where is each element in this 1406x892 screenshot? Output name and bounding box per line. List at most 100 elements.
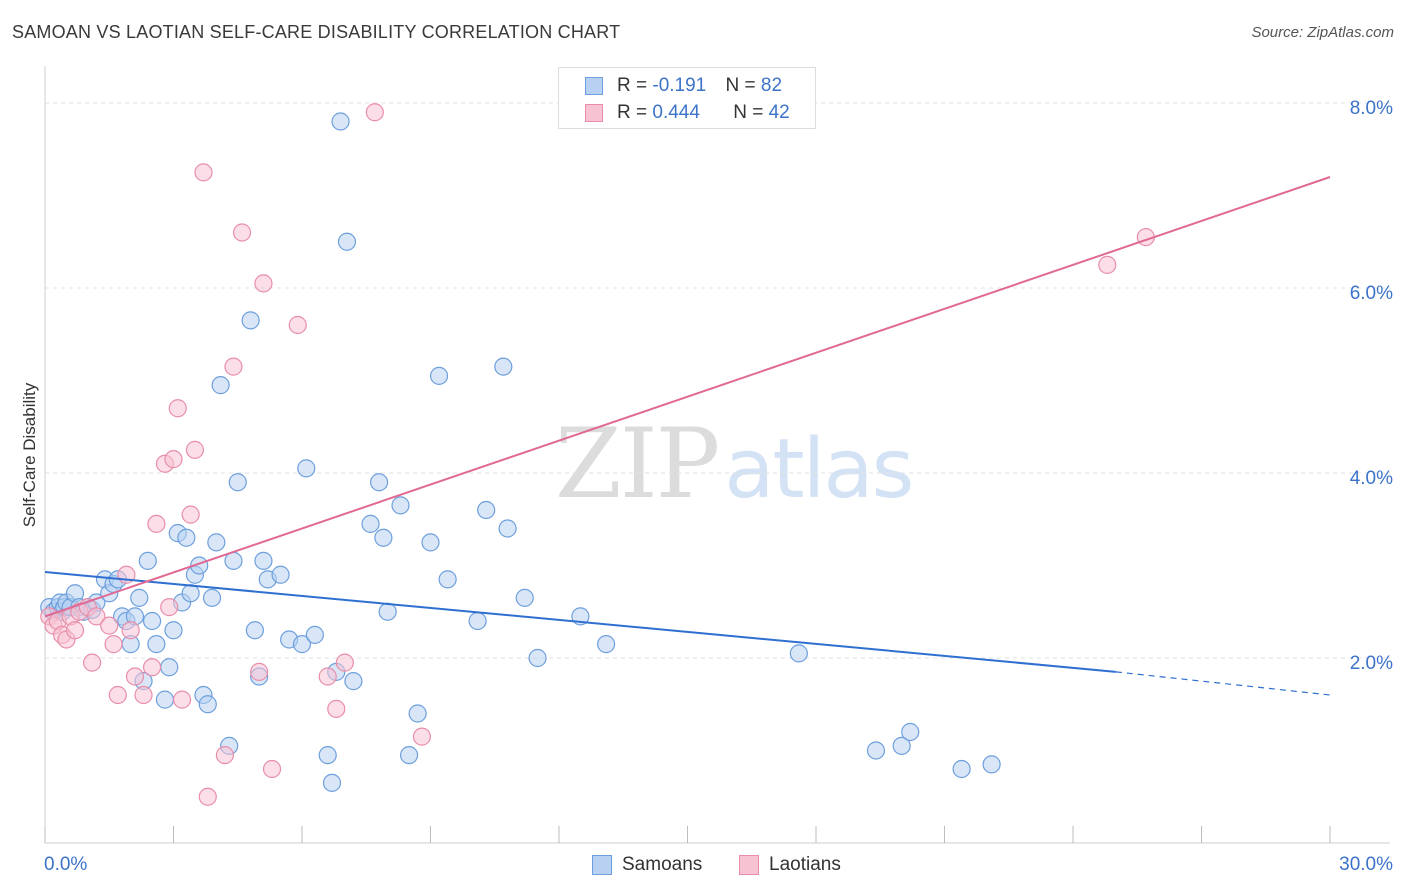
samoans-point bbox=[318, 746, 337, 765]
samoans-point bbox=[597, 635, 616, 654]
legend-swatch-laotians bbox=[739, 855, 759, 875]
legend-n-value: 42 bbox=[768, 102, 790, 123]
laotians-point bbox=[185, 440, 205, 459]
laotians-point bbox=[288, 315, 307, 335]
samoans-point bbox=[337, 232, 357, 251]
y-tick-label: 4.0% bbox=[1350, 468, 1393, 489]
samoans-point bbox=[142, 611, 162, 631]
laotians-point bbox=[262, 759, 282, 779]
laotians-point bbox=[134, 685, 153, 705]
samoans-point bbox=[391, 496, 410, 515]
chart-title: SAMOAN VS LAOTIAN SELF-CARE DISABILITY C… bbox=[12, 22, 621, 42]
samoans-point bbox=[982, 755, 1001, 774]
samoans-point bbox=[399, 746, 419, 765]
samoans-point bbox=[438, 570, 457, 589]
samoans-point bbox=[271, 565, 290, 584]
samoans-point bbox=[498, 519, 517, 538]
laotians-point bbox=[198, 787, 217, 806]
laotians-point bbox=[160, 598, 179, 617]
laotians-point bbox=[168, 399, 187, 418]
legend-item-samoans[interactable]: Samoans bbox=[592, 852, 702, 878]
samoans-point bbox=[177, 528, 196, 547]
legend-item-laotians[interactable]: Laotians bbox=[739, 852, 841, 878]
laotians-point bbox=[250, 662, 269, 681]
samoans-point bbox=[164, 621, 183, 640]
grid-lines bbox=[45, 102, 1390, 659]
laotians-point bbox=[327, 699, 346, 718]
legend-label-samoans: Samoans bbox=[622, 854, 703, 875]
laotians-point bbox=[412, 727, 432, 746]
watermark-zip: ZIP bbox=[555, 408, 720, 520]
laotians-point bbox=[1098, 255, 1117, 274]
trend-lines bbox=[44, 176, 1331, 696]
legend-r-value: 0.444 bbox=[652, 102, 700, 123]
legend-n-label: N = bbox=[725, 75, 761, 96]
watermark-atlas: atlas bbox=[724, 422, 914, 517]
series-samoans-points bbox=[40, 112, 1001, 792]
trend-line-laotians bbox=[44, 176, 1331, 618]
y-tick-label: 6.0% bbox=[1350, 283, 1393, 304]
legend-swatch-samoans bbox=[585, 77, 603, 95]
laotians-point bbox=[224, 357, 243, 376]
laotians-point bbox=[121, 621, 140, 640]
samoans-point bbox=[228, 473, 247, 492]
samoans-point bbox=[901, 722, 920, 742]
samoans-point bbox=[421, 533, 440, 552]
legend-r-label: R = bbox=[617, 75, 653, 96]
samoans-point bbox=[378, 602, 397, 621]
watermark: ZIPatlas bbox=[555, 408, 914, 520]
samoans-point bbox=[789, 644, 808, 663]
samoans-point bbox=[892, 736, 911, 755]
laotians-point bbox=[142, 658, 162, 677]
samoans-point bbox=[245, 621, 264, 640]
tick-labels: 2.0% 4.0% 6.0% 8.0% 0.0% 30.0% bbox=[44, 98, 1393, 875]
laotians-point bbox=[181, 505, 200, 524]
series-laotians-points bbox=[40, 103, 1155, 806]
laotians-point bbox=[65, 621, 85, 640]
samoans-point bbox=[155, 690, 175, 709]
samoans-point bbox=[528, 648, 547, 668]
axes bbox=[44, 66, 1390, 844]
samoans-point bbox=[429, 366, 449, 385]
samoans-point bbox=[181, 584, 200, 603]
samoans-point bbox=[202, 588, 222, 607]
samoans-point bbox=[198, 695, 217, 714]
samoans-point bbox=[322, 773, 342, 792]
correlation-legend: R = -0.191 N = 82 R = 0.444 N = 42 bbox=[558, 67, 816, 129]
samoans-point bbox=[374, 528, 393, 547]
laotians-point bbox=[172, 690, 192, 709]
laotians-point bbox=[254, 274, 273, 293]
y-tick-label: 8.0% bbox=[1350, 98, 1393, 119]
samoans-point bbox=[160, 658, 179, 677]
samoans-point bbox=[138, 551, 157, 570]
trend-line-samoans bbox=[44, 570, 1116, 673]
trend-line-samoans-extension bbox=[1115, 671, 1331, 696]
samoans-point bbox=[297, 459, 316, 478]
laotians-point bbox=[83, 653, 102, 672]
legend-r-label: R = bbox=[617, 102, 653, 123]
samoans-point bbox=[408, 704, 427, 723]
samoans-point bbox=[370, 473, 389, 492]
samoans-point bbox=[241, 311, 260, 330]
laotians-point bbox=[147, 514, 166, 533]
legend-swatch-laotians bbox=[585, 104, 603, 122]
laotians-point bbox=[194, 163, 213, 182]
samoans-point bbox=[305, 625, 324, 644]
samoans-point bbox=[344, 672, 363, 691]
samoans-point bbox=[477, 500, 496, 520]
samoans-point bbox=[952, 759, 971, 779]
laotians-point bbox=[232, 223, 252, 242]
legend-r-value: -0.191 bbox=[652, 75, 707, 96]
laotians-point bbox=[164, 450, 183, 469]
samoans-point bbox=[211, 376, 230, 395]
laotians-point bbox=[215, 746, 234, 765]
samoans-point bbox=[254, 551, 273, 570]
legend-label-laotians: Laotians bbox=[769, 854, 841, 875]
laotians-point bbox=[335, 653, 354, 672]
samoans-point bbox=[866, 741, 886, 760]
y-tick-label: 2.0% bbox=[1350, 653, 1393, 674]
samoans-point bbox=[207, 533, 226, 552]
samoans-point bbox=[292, 635, 312, 654]
samoans-point bbox=[468, 611, 487, 631]
